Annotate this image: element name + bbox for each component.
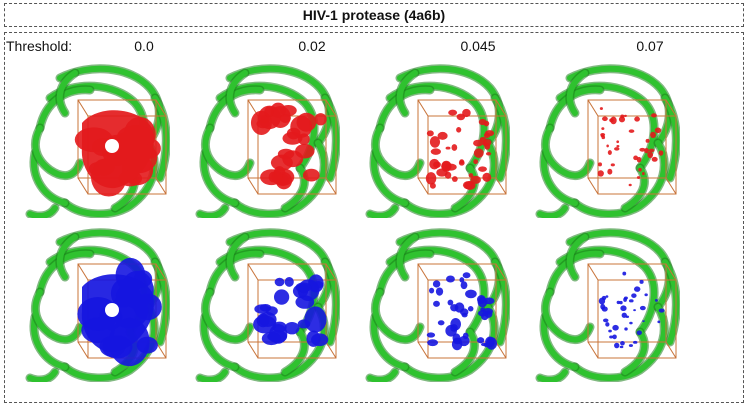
threshold-value-1: 0.02: [298, 38, 326, 54]
red-density-panel-2: [360, 58, 510, 218]
figure-panel-frame: [4, 32, 744, 403]
protein-ribbon: [535, 228, 680, 382]
red-density-panel-3: [530, 58, 680, 218]
figure-title: HIV-1 protease (4a6b): [4, 3, 744, 27]
protein-render: [365, 228, 510, 382]
bounding-box: [587, 263, 677, 359]
density-surface: [598, 271, 665, 349]
protein-render: [195, 64, 340, 218]
red-density-panel-0: [20, 58, 170, 218]
bounding-box: [247, 99, 337, 195]
blue-density-panel-0: [20, 222, 170, 382]
blue-density-panel-2: [360, 222, 510, 382]
threshold-value-3: 0.07: [636, 38, 664, 54]
protein-render: [365, 64, 510, 218]
density-surface: [425, 108, 495, 190]
density-surface: [74, 110, 161, 197]
protein-render: [25, 228, 170, 382]
protein-render: [25, 64, 170, 218]
threshold-label: Threshold:: [6, 38, 73, 54]
threshold-value-2: 0.045: [460, 38, 496, 54]
blue-density-panel-1: [190, 222, 340, 382]
figure-title-text: HIV-1 protease (4a6b): [302, 7, 446, 23]
density-surface: [426, 272, 498, 351]
density-surface: [253, 274, 329, 347]
density-surface: [77, 257, 162, 367]
protein-render: [195, 228, 340, 382]
density-surface: [250, 102, 327, 190]
protein-render: [535, 64, 680, 218]
blue-density-panel-3: [530, 222, 680, 382]
density-surface: [597, 107, 664, 187]
red-density-panel-1: [190, 58, 340, 218]
protein-render: [535, 228, 680, 382]
bounding-box: [587, 99, 677, 195]
threshold-value-0: 0.0: [134, 38, 154, 54]
